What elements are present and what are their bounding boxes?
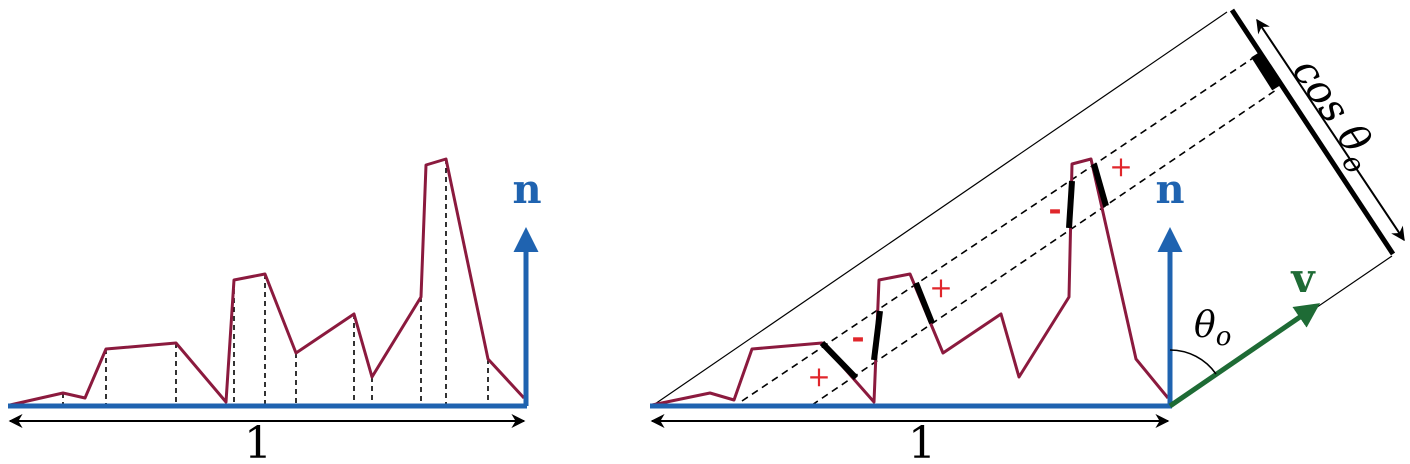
right-panel: cos θo + - + - + n v xyxy=(650,8,1405,464)
right-microsurface xyxy=(651,157,1170,407)
visible-facet-segments xyxy=(819,163,1109,381)
sign-plus-1: + xyxy=(807,360,830,393)
right-normal-label: n xyxy=(1155,166,1184,213)
projection-dashed-1 xyxy=(741,55,1257,402)
angle-label-main: θ xyxy=(1194,305,1216,346)
left-width-label: 1 xyxy=(244,418,272,464)
projection-top-line xyxy=(651,11,1228,407)
angle-label: θo xyxy=(1194,305,1231,352)
angle-label-sub: o xyxy=(1216,322,1232,352)
sign-plus-2: + xyxy=(929,271,952,304)
view-label: v xyxy=(1290,255,1316,302)
left-microsurface xyxy=(9,157,526,407)
right-width-label: 1 xyxy=(908,418,936,464)
projection-dashed-2 xyxy=(811,89,1277,406)
angle-arc xyxy=(1169,349,1217,375)
double-arrow-icon xyxy=(1256,18,1405,242)
arrow-diagonal-icon xyxy=(1168,303,1321,409)
sign-minus-2: - xyxy=(1048,190,1061,228)
left-panel: n 1 xyxy=(8,157,542,464)
sign-minus-1: - xyxy=(851,318,864,356)
left-normal-label: n xyxy=(512,166,541,213)
sign-plus-3: + xyxy=(1109,150,1132,183)
